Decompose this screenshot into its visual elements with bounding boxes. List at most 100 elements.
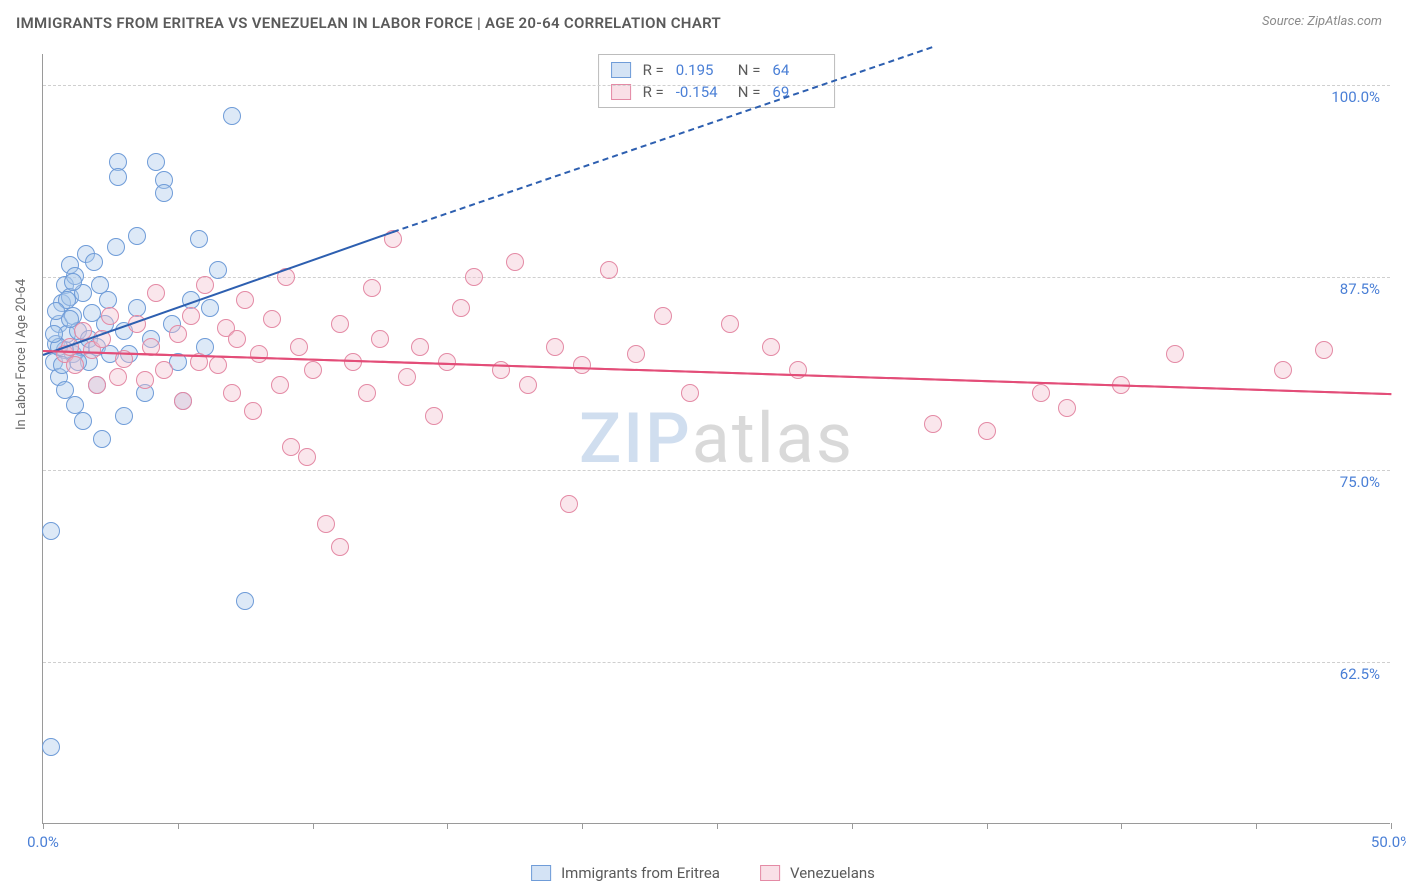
data-point-venezuelans bbox=[282, 438, 300, 456]
data-point-eritrea bbox=[42, 522, 60, 540]
legend-item-eritrea: Immigrants from Eritrea bbox=[531, 864, 720, 882]
data-point-venezuelans bbox=[546, 338, 564, 356]
data-point-eritrea bbox=[147, 153, 165, 171]
data-point-venezuelans bbox=[66, 356, 84, 374]
data-point-venezuelans bbox=[331, 315, 349, 333]
y-tick-label: 62.5% bbox=[1340, 665, 1380, 683]
x-tick bbox=[313, 823, 314, 829]
data-point-venezuelans bbox=[1166, 345, 1184, 363]
data-point-venezuelans bbox=[250, 345, 268, 363]
data-point-venezuelans bbox=[147, 284, 165, 302]
chart-plot-area: ZIPatlas R =0.195N =64R =-0.154N =69 62.… bbox=[42, 54, 1390, 824]
y-tick-label: 75.0% bbox=[1340, 473, 1380, 491]
data-point-eritrea bbox=[190, 230, 208, 248]
x-tick bbox=[447, 823, 448, 829]
data-point-venezuelans bbox=[88, 376, 106, 394]
gridline bbox=[43, 277, 1390, 278]
data-point-eritrea bbox=[42, 738, 60, 756]
data-point-venezuelans bbox=[600, 261, 618, 279]
data-point-venezuelans bbox=[155, 361, 173, 379]
legend-swatch bbox=[760, 865, 780, 881]
data-point-venezuelans bbox=[174, 392, 192, 410]
data-point-venezuelans bbox=[681, 384, 699, 402]
legend-r-value: 0.195 bbox=[676, 61, 726, 79]
data-point-venezuelans bbox=[425, 407, 443, 425]
data-point-venezuelans bbox=[196, 276, 214, 294]
data-point-venezuelans bbox=[654, 307, 672, 325]
data-point-eritrea bbox=[109, 168, 127, 186]
data-point-venezuelans bbox=[223, 384, 241, 402]
x-tick bbox=[1256, 823, 1257, 829]
x-tick bbox=[1391, 823, 1392, 829]
data-point-venezuelans bbox=[101, 307, 119, 325]
data-point-venezuelans bbox=[182, 307, 200, 325]
data-point-eritrea bbox=[45, 325, 63, 343]
legend-swatch bbox=[531, 865, 551, 881]
data-point-venezuelans bbox=[978, 422, 996, 440]
x-tick bbox=[717, 823, 718, 829]
data-point-venezuelans bbox=[136, 371, 154, 389]
legend-item-venezuelans: Venezuelans bbox=[760, 864, 875, 882]
series-legend: Immigrants from Eritrea Venezuelans bbox=[531, 864, 875, 882]
data-point-eritrea bbox=[223, 107, 241, 125]
data-point-venezuelans bbox=[298, 448, 316, 466]
data-point-eritrea bbox=[93, 430, 111, 448]
x-tick bbox=[582, 823, 583, 829]
data-point-venezuelans bbox=[492, 361, 510, 379]
data-point-eritrea bbox=[209, 261, 227, 279]
x-tick bbox=[178, 823, 179, 829]
data-point-venezuelans bbox=[1032, 384, 1050, 402]
data-point-venezuelans bbox=[290, 338, 308, 356]
data-point-venezuelans bbox=[721, 315, 739, 333]
data-point-eritrea bbox=[201, 299, 219, 317]
data-point-venezuelans bbox=[244, 402, 262, 420]
data-point-venezuelans bbox=[331, 538, 349, 556]
correlation-legend: R =0.195N =64R =-0.154N =69 bbox=[598, 54, 836, 108]
x-tick bbox=[1121, 823, 1122, 829]
data-point-eritrea bbox=[236, 592, 254, 610]
data-point-venezuelans bbox=[762, 338, 780, 356]
y-tick-label: 100.0% bbox=[1331, 88, 1380, 106]
data-point-venezuelans bbox=[1274, 361, 1292, 379]
x-tick-label: 0.0% bbox=[27, 833, 59, 851]
regression-line bbox=[43, 350, 1391, 395]
data-point-venezuelans bbox=[560, 495, 578, 513]
data-point-eritrea bbox=[85, 253, 103, 271]
chart-title: IMMIGRANTS FROM ERITREA VS VENEZUELAN IN… bbox=[16, 14, 721, 32]
legend-swatch bbox=[611, 84, 631, 100]
legend-n-value: 64 bbox=[772, 61, 822, 79]
corr-legend-row-eritrea: R =0.195N =64 bbox=[611, 59, 823, 81]
data-point-venezuelans bbox=[1058, 399, 1076, 417]
data-point-eritrea bbox=[107, 238, 125, 256]
source-label: Source: ZipAtlas.com bbox=[1262, 14, 1382, 29]
regression-line bbox=[43, 231, 394, 356]
x-tick bbox=[987, 823, 988, 829]
legend-n-label: N = bbox=[738, 61, 761, 79]
data-point-venezuelans bbox=[209, 356, 227, 374]
data-point-venezuelans bbox=[924, 415, 942, 433]
data-point-venezuelans bbox=[627, 345, 645, 363]
data-point-venezuelans bbox=[465, 268, 483, 286]
data-point-eritrea bbox=[64, 273, 82, 291]
data-point-venezuelans bbox=[358, 384, 376, 402]
data-point-venezuelans bbox=[1315, 341, 1333, 359]
data-point-venezuelans bbox=[519, 376, 537, 394]
y-tick-label: 87.5% bbox=[1340, 280, 1380, 298]
data-point-eritrea bbox=[47, 302, 65, 320]
x-tick-label: 50.0% bbox=[1371, 833, 1406, 851]
gridline bbox=[43, 470, 1390, 471]
data-point-eritrea bbox=[128, 227, 146, 245]
data-point-eritrea bbox=[155, 184, 173, 202]
data-point-venezuelans bbox=[228, 330, 246, 348]
data-point-venezuelans bbox=[411, 338, 429, 356]
gridline bbox=[43, 85, 1390, 86]
data-point-venezuelans bbox=[363, 279, 381, 297]
data-point-venezuelans bbox=[109, 368, 127, 386]
data-point-venezuelans bbox=[263, 310, 281, 328]
data-point-venezuelans bbox=[573, 356, 591, 374]
data-point-eritrea bbox=[115, 407, 133, 425]
data-point-venezuelans bbox=[371, 330, 389, 348]
legend-swatch bbox=[611, 62, 631, 78]
legend-series-label: Venezuelans bbox=[790, 864, 875, 882]
x-tick bbox=[43, 823, 44, 829]
